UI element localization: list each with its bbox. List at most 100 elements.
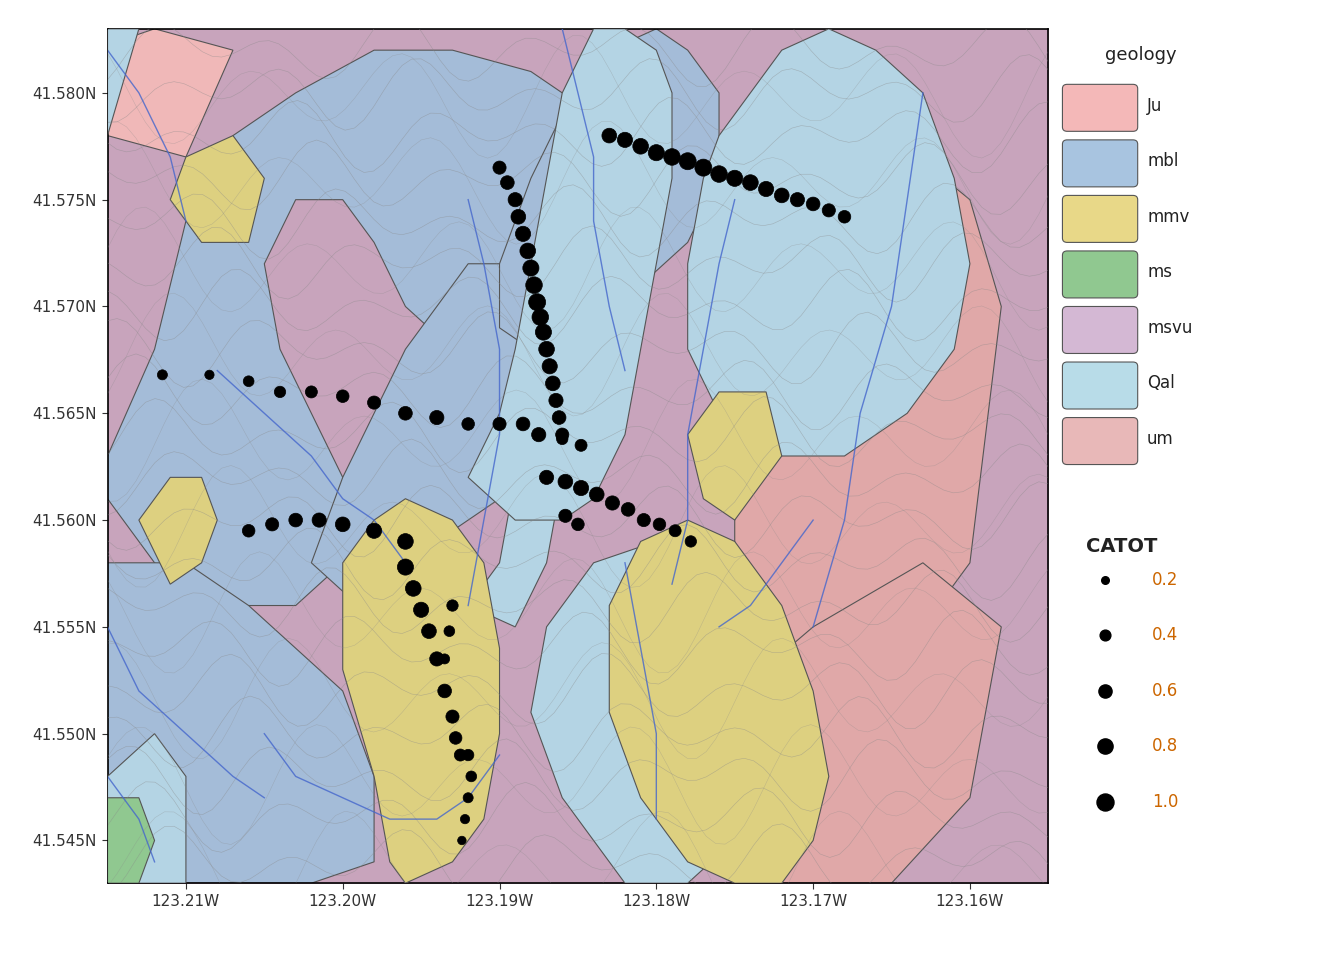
Text: um: um (1146, 430, 1173, 448)
Text: ms: ms (1146, 263, 1172, 281)
Text: CATOT: CATOT (1086, 538, 1157, 556)
Point (508, 209, 530, 225)
Point (677, 154, 699, 169)
Polygon shape (468, 306, 562, 627)
Point (238, 523, 259, 539)
Point (551, 427, 573, 443)
Polygon shape (500, 29, 719, 349)
Point (661, 149, 683, 164)
Polygon shape (138, 477, 218, 584)
Point (418, 623, 439, 638)
Point (489, 417, 511, 432)
Point (434, 684, 456, 699)
FancyBboxPatch shape (1062, 196, 1137, 243)
Polygon shape (108, 733, 185, 883)
Point (523, 277, 544, 293)
Point (442, 598, 464, 613)
Point (802, 196, 824, 211)
Point (548, 410, 570, 425)
Point (630, 138, 652, 154)
Point (332, 516, 353, 532)
Text: 0.8: 0.8 (1152, 737, 1179, 756)
Polygon shape (343, 498, 500, 883)
Polygon shape (108, 29, 1048, 883)
Point (570, 480, 591, 495)
Point (363, 523, 384, 539)
Point (598, 128, 620, 143)
Point (536, 469, 558, 485)
Point (680, 534, 702, 549)
Polygon shape (108, 798, 155, 883)
Point (633, 513, 655, 528)
Point (539, 359, 560, 374)
Point (517, 243, 539, 258)
Text: geology: geology (1105, 46, 1176, 64)
Point (555, 474, 577, 490)
Text: 0.2: 0.2 (1152, 571, 1179, 588)
Point (708, 166, 730, 181)
Text: mbl: mbl (1146, 153, 1179, 170)
Point (586, 487, 607, 502)
Polygon shape (688, 29, 970, 456)
Point (512, 417, 534, 432)
Point (450, 747, 472, 762)
Point (332, 389, 353, 404)
Point (546, 393, 567, 408)
Polygon shape (108, 50, 641, 606)
Polygon shape (688, 563, 1001, 883)
Point (551, 431, 573, 446)
Point (527, 295, 548, 310)
Point (457, 747, 478, 762)
Text: 1.0: 1.0 (1152, 793, 1179, 811)
Point (426, 651, 448, 666)
Text: mmv: mmv (1146, 207, 1189, 226)
Point (497, 175, 519, 190)
Point (512, 227, 534, 242)
FancyBboxPatch shape (1062, 418, 1137, 465)
Point (395, 534, 417, 549)
Point (301, 384, 323, 399)
Point (395, 405, 417, 420)
Polygon shape (91, 29, 233, 156)
Point (602, 495, 624, 511)
Point (426, 410, 448, 425)
Polygon shape (108, 29, 138, 135)
Point (489, 160, 511, 176)
Point (724, 171, 746, 186)
Point (614, 132, 636, 148)
FancyBboxPatch shape (1062, 362, 1137, 409)
Point (238, 373, 259, 389)
Point (363, 395, 384, 410)
Point (461, 769, 482, 784)
Point (410, 602, 431, 617)
Point (617, 502, 638, 517)
Point (520, 260, 542, 276)
Point (199, 367, 220, 382)
Text: Ju: Ju (1146, 97, 1163, 114)
Point (442, 708, 464, 724)
Point (445, 731, 466, 746)
Point (454, 811, 476, 827)
FancyBboxPatch shape (1062, 84, 1137, 132)
Point (833, 209, 855, 225)
Point (555, 508, 577, 523)
Point (434, 651, 456, 666)
Point (739, 175, 761, 190)
Point (504, 192, 526, 207)
Point (645, 145, 667, 160)
Text: msvu: msvu (1146, 319, 1192, 337)
Point (818, 203, 840, 218)
Point (152, 367, 173, 382)
Point (692, 160, 714, 176)
Point (536, 342, 558, 357)
Point (403, 581, 425, 596)
FancyBboxPatch shape (1062, 140, 1137, 187)
Point (262, 516, 284, 532)
Point (570, 438, 591, 453)
Point (395, 560, 417, 575)
Polygon shape (171, 135, 265, 242)
Text: 0.6: 0.6 (1152, 682, 1179, 700)
Polygon shape (108, 563, 374, 883)
Text: Qal: Qal (1146, 374, 1175, 393)
Point (438, 623, 460, 638)
